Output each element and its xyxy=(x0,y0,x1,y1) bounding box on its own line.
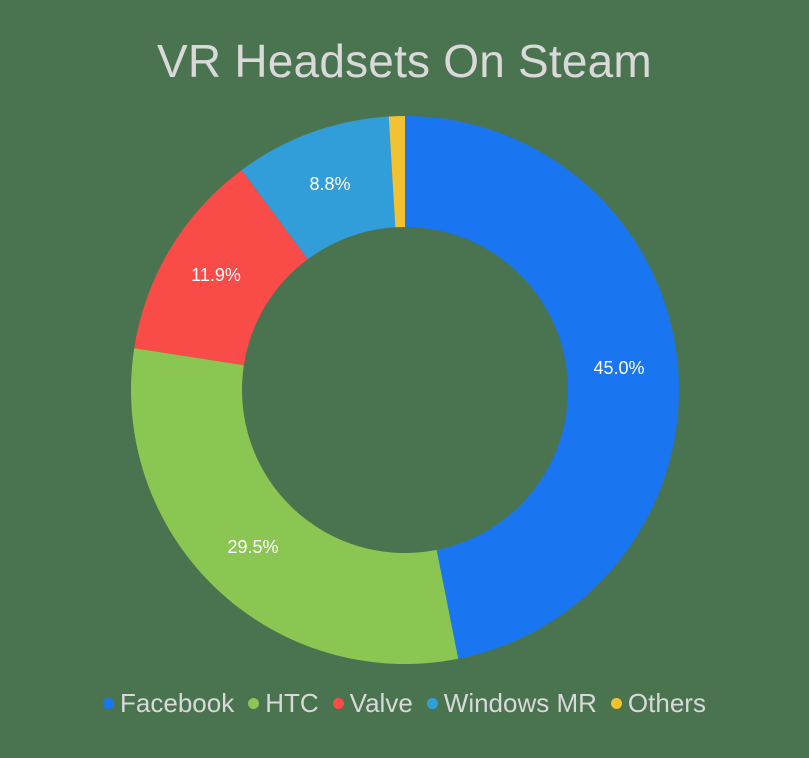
legend-item-others[interactable]: Others xyxy=(610,688,706,719)
legend-dot-icon xyxy=(610,698,622,709)
legend-label: Windows MR xyxy=(443,688,597,718)
slice-windows-mr[interactable] xyxy=(241,116,396,260)
legend-label: Valve xyxy=(349,688,413,718)
slice-others[interactable] xyxy=(388,116,405,228)
slice-label-valve: 11.9% xyxy=(191,265,241,285)
slice-labels: 45.0% 29.5% 11.9% 8.8% xyxy=(191,174,644,557)
legend-label: HTC xyxy=(265,688,319,718)
slice-facebook[interactable] xyxy=(405,116,679,659)
slice-label-htc: 29.5% xyxy=(227,537,278,557)
legend-dot-icon xyxy=(332,698,344,709)
legend-dot-icon xyxy=(103,698,115,709)
legend-dot-icon xyxy=(426,698,438,709)
legend-label: Others xyxy=(627,688,706,718)
slice-label-windows-mr: 8.8% xyxy=(309,174,350,194)
slice-htc[interactable] xyxy=(130,348,459,664)
chart-legend: Facebook HTC Valve Windows MR Others xyxy=(0,688,809,719)
donut-slices xyxy=(130,116,679,664)
slice-label-facebook: 45.0% xyxy=(593,358,644,378)
chart-title: VR Headsets On Steam xyxy=(157,35,652,87)
slice-valve[interactable] xyxy=(134,170,308,366)
legend-item-windows-mr[interactable]: Windows MR xyxy=(426,688,597,719)
legend-item-valve[interactable]: Valve xyxy=(332,688,413,719)
legend-dot-icon xyxy=(248,698,260,709)
legend-item-facebook[interactable]: Facebook xyxy=(103,688,234,719)
legend-item-htc[interactable]: HTC xyxy=(248,688,319,719)
legend-label: Facebook xyxy=(120,688,235,718)
